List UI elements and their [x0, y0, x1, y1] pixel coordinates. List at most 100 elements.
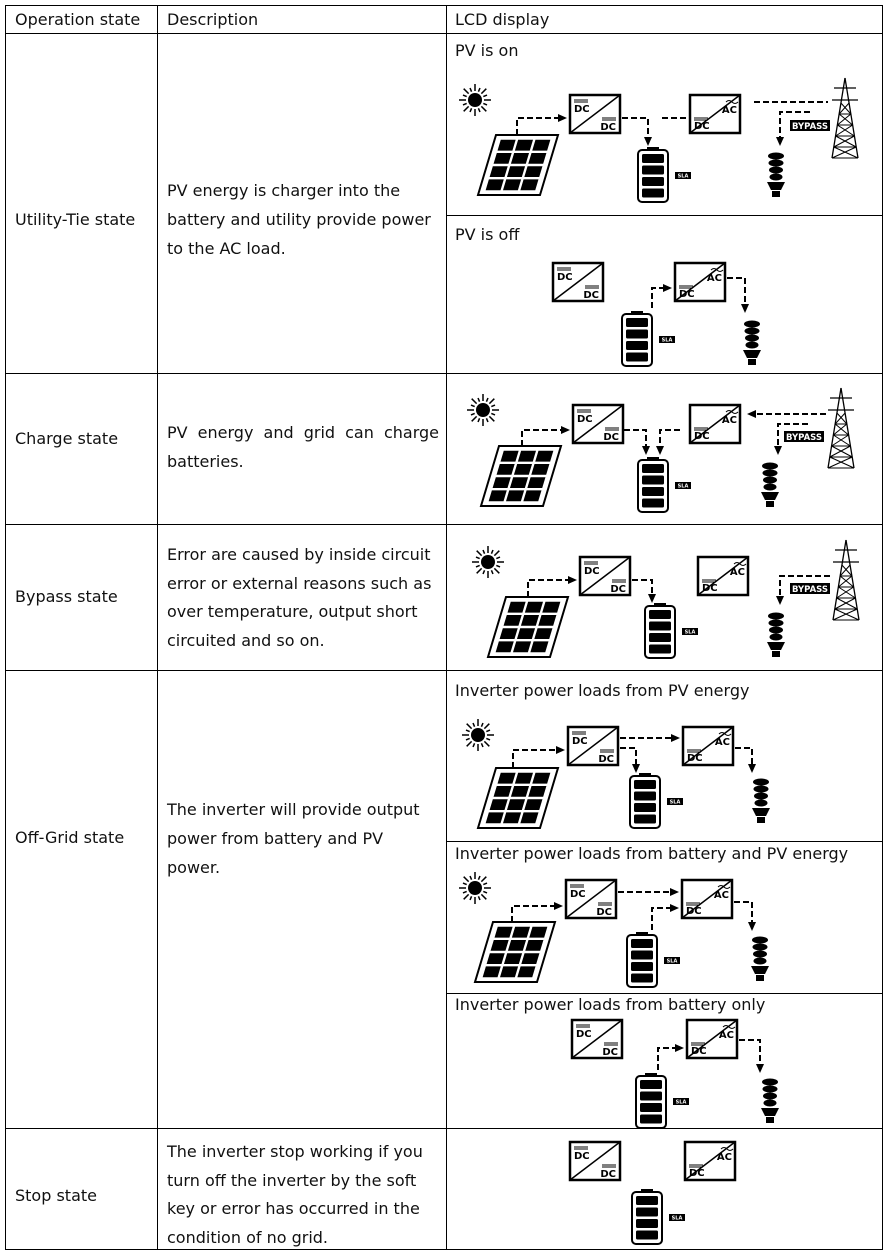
- panel-cell: [488, 490, 507, 502]
- battery-icon: SLA: [637, 457, 691, 513]
- stroke: [829, 456, 855, 469]
- panel-cell: [506, 166, 526, 177]
- stroke: [463, 876, 470, 883]
- battery-bar: [636, 1196, 658, 1205]
- icon-label: DC: [583, 290, 599, 301]
- panel-cell: [503, 615, 522, 626]
- battery-tag: [667, 798, 683, 805]
- panel-cell: [524, 799, 543, 810]
- flow-arrow: [735, 747, 756, 773]
- flow-arrow: [527, 576, 577, 597]
- flow-line: [779, 575, 830, 602]
- battery-icon: SLA: [644, 603, 698, 659]
- icon-label: DC: [694, 431, 710, 442]
- bulb-coil: [753, 950, 767, 958]
- panel-cell: [530, 641, 549, 653]
- stroke: [490, 570, 494, 575]
- dc-dc-converter-icon: DC DC: [551, 261, 605, 303]
- panel-cell: [516, 628, 536, 639]
- flow-arrow: [656, 429, 680, 455]
- stroke: [462, 94, 467, 98]
- stroke: [832, 608, 858, 621]
- panel-cell: [520, 615, 540, 626]
- description: Error are caused by inside circuit error…: [167, 545, 432, 650]
- display-caption: PV is on: [455, 41, 519, 60]
- bulb-coil: [753, 778, 769, 786]
- sun-icon: [459, 872, 491, 904]
- panel-cell: [542, 601, 561, 613]
- stroke: [831, 445, 853, 458]
- icon-label: BYPASS: [792, 122, 828, 132]
- icon-label: SLA: [676, 1100, 687, 1106]
- state: Stop state: [15, 1186, 97, 1205]
- stroke: [475, 556, 480, 560]
- panel-cell: [527, 477, 546, 488]
- icon-label: DC: [687, 753, 703, 764]
- bulb-base: [761, 1108, 779, 1123]
- stroke: [834, 412, 846, 425]
- dc-ac-converter-icon: DC AC: [696, 555, 750, 597]
- icon-label: DC: [577, 414, 593, 425]
- battery-icon: SLA: [631, 1189, 685, 1245]
- battery-tag: [675, 172, 691, 179]
- arrow-head: [741, 304, 749, 313]
- battery-tag: [659, 336, 675, 343]
- icon-label: DC: [572, 736, 588, 747]
- stroke: [486, 737, 491, 741]
- battery-bar: [642, 475, 664, 485]
- stroke: [488, 415, 495, 422]
- bulb-base: [761, 492, 779, 507]
- panel-cell: [495, 641, 514, 653]
- flow-arrow: [727, 277, 749, 313]
- stroke: [837, 124, 855, 137]
- panel-cell: [490, 940, 509, 951]
- icon-label: DC: [570, 889, 586, 900]
- stroke: [493, 550, 500, 557]
- flow-arrow: [521, 426, 570, 446]
- flow-line: [651, 287, 669, 308]
- icon-label: AC: [730, 567, 745, 578]
- bulb-coil: [762, 462, 778, 470]
- panel-cell: [503, 812, 522, 824]
- stroke: [476, 550, 483, 557]
- icon-label: DC: [600, 1169, 616, 1180]
- stroke: [844, 77, 859, 159]
- sun-disc: [481, 555, 495, 569]
- stroke: [839, 564, 851, 577]
- stroke: [463, 893, 470, 900]
- stroke: [462, 882, 467, 886]
- arrow-head: [568, 576, 577, 584]
- battery-tag: [673, 1098, 689, 1105]
- bulb-base: [743, 350, 761, 365]
- battery-icon: SLA: [629, 773, 683, 829]
- battery-bar: [636, 1230, 658, 1240]
- bulb-base: [752, 808, 770, 823]
- load-bulb-icon: [743, 320, 761, 365]
- bulb-coil: [754, 792, 768, 800]
- flow-arrow: [512, 746, 565, 768]
- dc-ac-converter-icon: DC AC: [683, 1140, 737, 1182]
- stroke: [470, 404, 475, 408]
- stroke: [477, 108, 481, 113]
- display-caption: Inverter power loads from battery only: [455, 995, 766, 1014]
- panel-cell: [500, 966, 519, 978]
- stroke: [571, 1019, 623, 1059]
- dc-ac-converter-icon: DC AC: [673, 261, 727, 303]
- battery-tag: [669, 1214, 685, 1221]
- stroke: [565, 879, 617, 919]
- bulb-coil: [744, 320, 760, 328]
- flow-arrow: [620, 747, 640, 773]
- panel-cell: [514, 139, 533, 151]
- stroke: [572, 404, 624, 444]
- flow-arrow: [624, 429, 650, 455]
- icon-label: SLA: [672, 1216, 683, 1222]
- bulb-coil: [769, 166, 783, 174]
- flow-arrow: [776, 575, 830, 605]
- flow-line: [651, 907, 676, 930]
- stroke: [483, 882, 488, 886]
- icon-label: BYPASS: [792, 585, 828, 595]
- panel-cell: [497, 139, 516, 151]
- stroke: [480, 876, 487, 883]
- stroke: [833, 434, 851, 447]
- bypass-indicator: BYPASS: [790, 583, 830, 595]
